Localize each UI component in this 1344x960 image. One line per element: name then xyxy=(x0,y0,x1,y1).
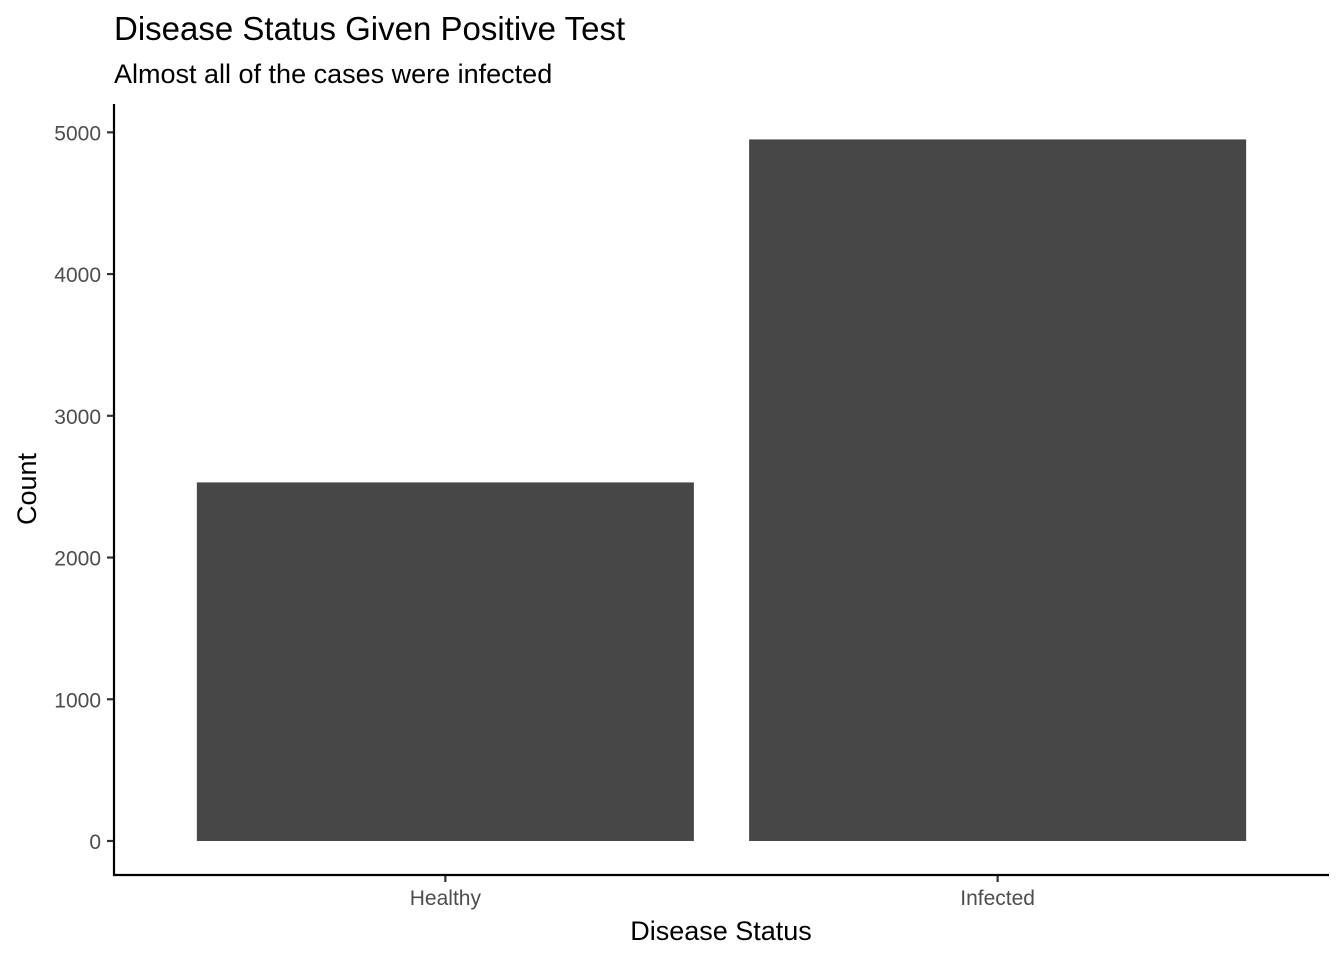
x-tick-label: Healthy xyxy=(410,887,482,910)
chart-subtitle: Almost all of the cases were infected xyxy=(114,59,552,89)
y-tick-label: 5000 xyxy=(54,122,101,145)
bar-infected xyxy=(749,139,1247,841)
y-axis-ticks: 0 1000 2000 3000 4000 5000 xyxy=(54,122,114,854)
y-tick-label: 3000 xyxy=(54,406,101,429)
y-tick-label: 4000 xyxy=(54,264,101,287)
bars-group xyxy=(196,139,1247,841)
y-axis-title: Count xyxy=(12,452,42,525)
y-tick-label: 0 xyxy=(89,831,101,854)
x-tick-label: Infected xyxy=(960,887,1035,910)
bar-healthy xyxy=(196,482,694,841)
y-tick-label: 2000 xyxy=(54,548,101,571)
y-tick-label: 1000 xyxy=(54,689,101,712)
x-axis-ticks: Healthy Infected xyxy=(410,875,1035,910)
x-axis-title: Disease Status xyxy=(630,916,812,946)
chart-title: Disease Status Given Positive Test xyxy=(114,10,625,47)
